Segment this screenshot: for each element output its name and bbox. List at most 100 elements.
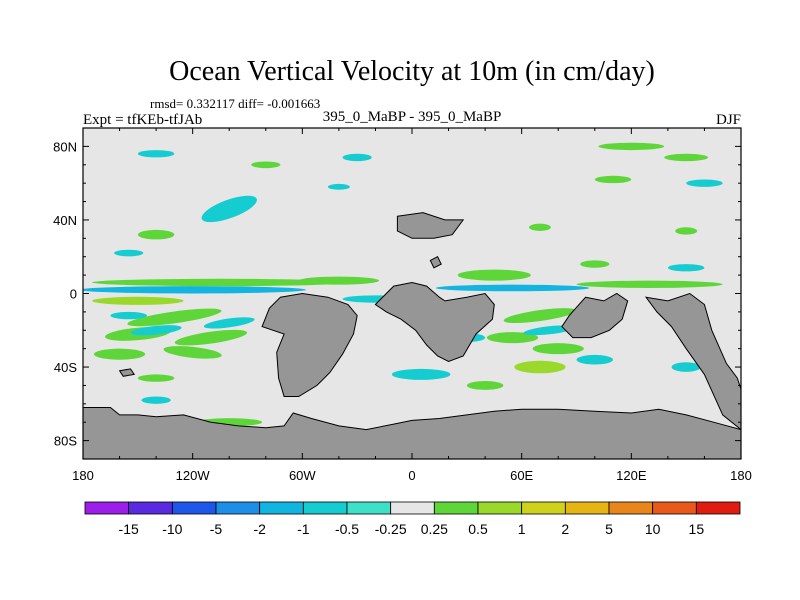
- land-antarctica: [83, 407, 741, 459]
- x-tick-label: 60E: [510, 468, 533, 483]
- x-tick-label: 120W: [176, 468, 211, 483]
- y-tick-label: 80N: [53, 139, 77, 154]
- velocity-feature: [127, 308, 222, 327]
- velocity-feature: [532, 343, 584, 355]
- velocity-feature: [391, 368, 451, 380]
- velocity-feature: [298, 276, 380, 285]
- colorbar-label: 0.25: [421, 521, 448, 537]
- velocity-contours: [83, 142, 723, 439]
- velocity-feature: [163, 346, 222, 359]
- colorbar-swatch: [390, 501, 435, 515]
- x-tick-label: 180: [72, 468, 94, 483]
- x-axis: 180 120W 60W 0 60E 120E 180: [72, 128, 752, 483]
- map-panel: 180 120W 60W 0 60E 120E 180 80N 40N 0 40S 80S: [53, 127, 752, 483]
- velocity-feature: [201, 195, 257, 223]
- season-label: DJF: [716, 112, 741, 128]
- velocity-feature: [594, 175, 632, 184]
- velocity-feature: [130, 325, 182, 336]
- velocity-feature: [342, 153, 372, 162]
- colorbar-swatch: [652, 501, 697, 515]
- colorbar-swatch: [84, 501, 130, 515]
- velocity-feature: [110, 311, 147, 320]
- velocity-feature: [435, 284, 590, 292]
- colorbar-label: -0.5: [335, 521, 359, 537]
- velocity-feature: [580, 260, 610, 268]
- y-tick-label: 0: [70, 287, 77, 302]
- land-south-america: [261, 292, 358, 397]
- velocity-feature: [671, 362, 701, 372]
- velocity-feature: [137, 229, 175, 240]
- y-tick-label: 80S: [54, 434, 77, 449]
- velocity-feature: [466, 381, 504, 390]
- colorbar-label: 5: [605, 521, 613, 537]
- velocity-feature: [667, 264, 705, 272]
- velocity-feature: [576, 354, 614, 365]
- land-africa: [374, 281, 495, 363]
- velocity-feature: [203, 317, 255, 329]
- velocity-feature: [327, 183, 350, 190]
- velocity-feature: [675, 227, 698, 235]
- velocity-feature: [251, 161, 281, 169]
- colorbar-label: 2: [561, 521, 569, 537]
- colorbar: -15 -10 -5 -2 -1 -0.5 -0.25 0.25 0.5 1 2 5 10 15: [84, 501, 741, 537]
- land-east-block: [644, 292, 741, 431]
- colorbar-label: 15: [689, 521, 705, 537]
- stats-line: rmsd= 0.332117 diff= -0.001663: [150, 96, 320, 111]
- colorbar-swatch: [215, 501, 261, 515]
- velocity-feature: [514, 360, 566, 374]
- land-pacific-islet: [118, 368, 136, 377]
- colorbar-swatch: [346, 501, 392, 515]
- colorbar-swatch: [564, 501, 610, 515]
- velocity-feature: [486, 332, 539, 344]
- colorbar-swatch: [477, 501, 523, 515]
- colorbar-label: 0.5: [468, 521, 488, 537]
- colorbar-label: -15: [119, 521, 139, 537]
- velocity-feature: [686, 179, 723, 187]
- colorbar-label: -2: [253, 521, 266, 537]
- run-label: 395_0_MaBP - 395_0_MaBP: [323, 109, 502, 125]
- velocity-feature: [137, 150, 175, 158]
- y-tick-label: 40S: [54, 360, 77, 375]
- colorbar-swatch: [302, 501, 348, 515]
- velocity-feature: [523, 325, 575, 336]
- velocity-feature: [141, 396, 171, 404]
- x-tick-label: 60W: [289, 468, 316, 483]
- colorbar-swatch: [608, 501, 654, 515]
- x-tick-label: 180: [730, 468, 752, 483]
- velocity-feature: [93, 348, 146, 360]
- x-tick-label: 0: [408, 468, 415, 483]
- velocity-feature: [92, 278, 349, 287]
- velocity-feature: [598, 142, 665, 151]
- land-north-africa-bump: [429, 256, 442, 269]
- velocity-feature: [664, 153, 709, 162]
- land-masks: [83, 212, 741, 459]
- colorbar-swatch: [521, 501, 566, 515]
- x-tick-label: 120E: [616, 468, 647, 483]
- velocity-feature: [576, 280, 723, 288]
- colorbar-label: 1: [518, 521, 526, 537]
- colorbar-label: 10: [645, 521, 661, 537]
- colorbar-label: -5: [210, 521, 223, 537]
- colorbar-swatch: [433, 501, 479, 515]
- colorbar-swatch: [171, 501, 217, 515]
- land-india-block: [561, 292, 629, 339]
- velocity-feature: [528, 223, 551, 231]
- velocity-feature: [137, 374, 175, 382]
- land-northern-island: [396, 212, 465, 239]
- colorbar-swatch: [128, 501, 173, 515]
- colorbar-label: -10: [162, 521, 182, 537]
- colorbar-swatch: [695, 501, 741, 515]
- colorbar-swatch: [259, 501, 304, 515]
- colorbar-label: -0.25: [375, 521, 407, 537]
- velocity-feature: [174, 329, 248, 346]
- chart-title: Ocean Vertical Velocity at 10m (in cm/da…: [169, 56, 655, 87]
- y-tick-label: 40N: [53, 213, 77, 228]
- colorbar-label: -1: [297, 521, 310, 537]
- velocity-feature: [92, 296, 184, 305]
- velocity-feature: [503, 308, 577, 324]
- velocity-feature: [83, 286, 306, 294]
- experiment-label: Expt = tfKEb-tfJAb: [83, 112, 202, 128]
- velocity-feature: [114, 249, 144, 257]
- velocity-feature: [457, 269, 531, 281]
